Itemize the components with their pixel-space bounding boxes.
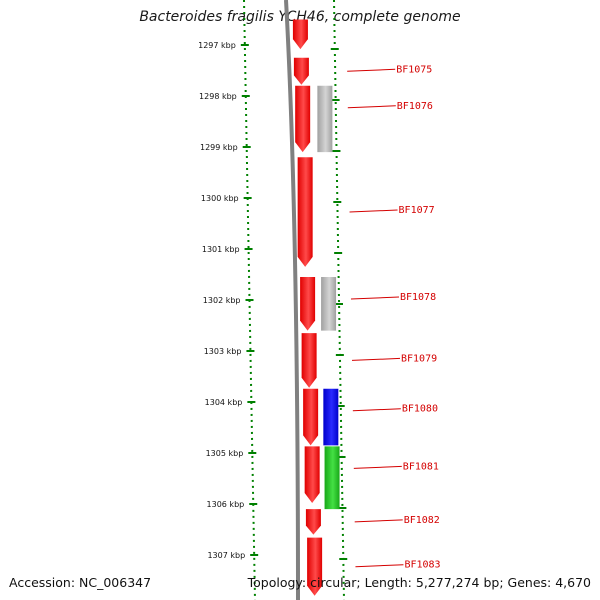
bf1075-leader-line xyxy=(347,68,396,72)
bf1080-gene-label: BF1080 xyxy=(402,404,438,415)
genome-summary: Topology: circular; Length: 5,277,274 bp… xyxy=(247,575,591,590)
bf1076-gene-arrow xyxy=(317,85,333,153)
bf1079-leader-line xyxy=(351,357,401,361)
bf1081-gene-label: BF1081 xyxy=(403,461,439,472)
kbp-tick-label: 1303 kbp xyxy=(204,347,242,356)
accession-label: Accession: NC_006347 xyxy=(9,575,152,590)
bf1080-gene-arrow xyxy=(323,388,339,446)
kbp-tick-label: 1299 kbp xyxy=(200,143,238,152)
bf1078-gene-label: BF1078 xyxy=(400,292,436,303)
kbp-tick-label: 1305 kbp xyxy=(206,449,244,458)
bf1076-leader-line xyxy=(347,105,396,109)
unlabeled-gene-arrow xyxy=(295,85,311,153)
bf1076-gene-label: BF1076 xyxy=(397,101,433,112)
bf1083-leader-line xyxy=(355,564,404,568)
kbp-tick-label: 1307 kbp xyxy=(207,551,245,560)
bf1082-gene-label: BF1082 xyxy=(404,515,440,526)
kbp-tick-label: 1301 kbp xyxy=(202,245,240,254)
bf1079-gene-arrow xyxy=(301,333,317,388)
kbp-tick-label: 1297 kbp xyxy=(198,41,236,50)
bf1082-leader-line xyxy=(354,519,403,523)
bf1077-gene-arrow xyxy=(297,157,313,267)
kbp-tick-label: 1300 kbp xyxy=(201,194,239,203)
bf1082-gene-arrow xyxy=(305,509,321,535)
unlabeled-gene-arrow xyxy=(292,19,308,50)
bf1077-gene-label: BF1077 xyxy=(399,205,435,216)
genome-backbone xyxy=(284,0,300,600)
kbp-tick-label: 1298 kbp xyxy=(199,92,237,101)
bf1081-gene-arrow xyxy=(324,446,340,510)
kbp-tick-label: 1306 kbp xyxy=(207,500,245,509)
kbp-tick-label: 1304 kbp xyxy=(205,398,243,407)
unlabeled-gene-arrow xyxy=(300,277,316,331)
kbp-tick-label: 1302 kbp xyxy=(203,296,241,305)
bf1079-gene-label: BF1079 xyxy=(401,353,437,364)
unlabeled-gene-arrow xyxy=(303,388,319,446)
bf1078-gene-arrow xyxy=(321,277,337,331)
bf1075-gene-label: BF1075 xyxy=(396,64,432,75)
bf1081-leader-line xyxy=(353,465,402,469)
map-title: Bacteroides fragilis YCH46, complete gen… xyxy=(139,9,461,25)
unlabeled-gene-arrow xyxy=(304,446,320,503)
bf1077-leader-line xyxy=(349,209,398,213)
bf1083-gene-arrow xyxy=(307,537,323,596)
bf1083-gene-label: BF1083 xyxy=(404,560,440,571)
bf1078-leader-line xyxy=(350,296,400,300)
right-dotted-guide xyxy=(333,0,345,600)
bf1080-leader-line xyxy=(352,408,401,412)
bf1075-gene-arrow xyxy=(293,57,309,85)
